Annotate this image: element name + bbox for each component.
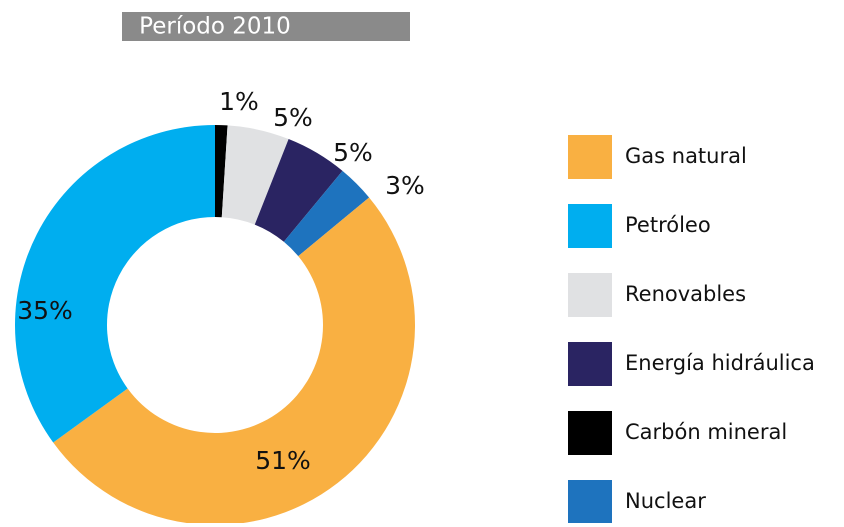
donut-slice	[254, 139, 343, 242]
data-label: 35%	[17, 296, 73, 325]
chart-title: Período 2010	[139, 14, 291, 40]
legend-swatch	[568, 204, 612, 248]
legend-label: Energía hidráulica	[625, 351, 815, 375]
legend-swatch	[568, 273, 612, 317]
data-label: 51%	[255, 446, 311, 475]
legend-swatch	[568, 135, 612, 179]
donut-slice	[221, 125, 289, 225]
legend-label: Petróleo	[625, 213, 711, 237]
donut-slice	[53, 197, 416, 526]
data-label: 5%	[273, 103, 313, 132]
data-label: 3%	[385, 171, 425, 200]
donut-slice	[15, 125, 216, 443]
donut-slice	[215, 125, 228, 218]
donut-slice	[283, 170, 370, 257]
data-label: 5%	[333, 138, 373, 167]
legend-swatch	[568, 480, 612, 524]
legend-swatch	[568, 342, 612, 386]
legend-label: Renovables	[625, 282, 746, 306]
legend-label: Nuclear	[625, 489, 706, 513]
legend-label: Carbón mineral	[625, 420, 787, 444]
legend-swatch	[568, 411, 612, 455]
data-label: 1%	[219, 87, 259, 116]
title-bar	[122, 12, 410, 41]
legend-label: Gas natural	[625, 144, 747, 168]
